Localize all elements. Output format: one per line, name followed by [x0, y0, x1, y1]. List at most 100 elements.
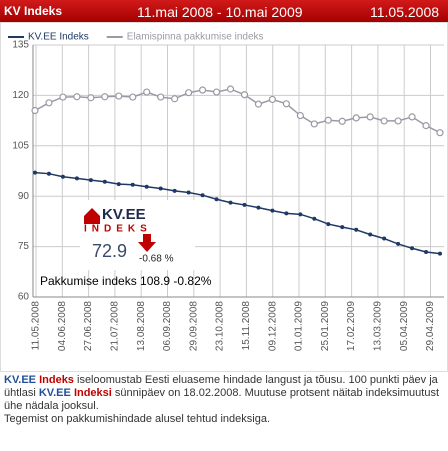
- point: [157, 93, 165, 101]
- point: [424, 249, 429, 254]
- point: [438, 251, 442, 256]
- chart: 60 75 90 105 120 135 11.05.2008 04.06.2008 27.06…: [0, 22, 448, 372]
- y-tick-label: 90: [18, 191, 30, 202]
- point: [129, 93, 137, 101]
- point: [368, 232, 373, 237]
- point: [87, 94, 95, 102]
- point: [240, 91, 249, 99]
- x-tick-label: 01.01.2009: [294, 301, 305, 351]
- point: [296, 111, 304, 120]
- x-tick-label: 17.02.2009: [346, 301, 357, 351]
- point: [312, 216, 317, 221]
- series-line: [34, 171, 441, 255]
- point: [130, 182, 135, 187]
- x-tick-label: 15.11.2008: [241, 301, 252, 351]
- point: [45, 99, 53, 107]
- point: [88, 178, 93, 183]
- brand-word: Indeks: [39, 374, 74, 386]
- logo-top: KV.EE: [102, 206, 146, 223]
- point: [254, 100, 263, 108]
- header: KV Indeks 11.mai 2008 - 10.mai 2009 11.0…: [0, 0, 448, 22]
- point: [143, 88, 151, 96]
- x-tick-label: 21.07.2008: [110, 301, 121, 351]
- point: [268, 95, 277, 104]
- point: [298, 212, 303, 217]
- x-tick-label: 05.04.2009: [399, 301, 410, 351]
- point: [185, 89, 193, 97]
- y-tick-label: 105: [12, 140, 29, 151]
- point: [186, 190, 191, 195]
- footer: KV.EE Indeks iseloomustab Eesti eluaseme…: [4, 374, 444, 426]
- point: [366, 113, 374, 121]
- point: [436, 129, 444, 137]
- header-title: KV Indeks: [4, 4, 63, 18]
- point: [73, 93, 81, 101]
- point: [354, 227, 359, 232]
- point: [410, 246, 415, 251]
- x-tick-label: 13.03.2009: [373, 301, 384, 351]
- y-tick-label: 60: [18, 292, 30, 303]
- point: [33, 170, 37, 175]
- x-tick-label: 23.10.2008: [215, 301, 226, 351]
- point: [31, 106, 39, 115]
- point: [116, 182, 121, 187]
- x-tick-label: 29.04.2009: [425, 301, 436, 351]
- brand: KV.EE: [4, 374, 37, 386]
- logo-bottom: INDEKS: [84, 224, 152, 235]
- point: [338, 117, 346, 125]
- x-tick-label: 06.09.2008: [162, 301, 173, 351]
- footer-text: iseloomustab Eesti eluaseme hindade lang…: [4, 374, 438, 399]
- x-tick-label: 27.06.2008: [83, 301, 94, 351]
- point: [172, 188, 177, 193]
- point: [101, 93, 109, 101]
- overlay-change: -0.68 %: [139, 254, 174, 265]
- point: [46, 171, 51, 176]
- point: [212, 88, 221, 96]
- legend-label: KV.EE Indeks: [28, 32, 89, 43]
- x-tick-label: 25.01.2009: [320, 301, 331, 351]
- footer-text: sünnipäev on 18.02.2008. Muutuse protsen…: [4, 387, 440, 412]
- point: [270, 208, 275, 213]
- point: [310, 120, 318, 128]
- header-range: 11.mai 2008 - 10.mai 2009: [137, 4, 303, 20]
- x-tick-label: 04.06.2008: [57, 301, 68, 351]
- point: [214, 197, 219, 202]
- overlay: KV.EE INDEKS 72.9 -0.68 % Pakkumise inde…: [40, 200, 212, 288]
- point: [171, 95, 179, 103]
- y-tick-label: 135: [12, 40, 29, 51]
- logo-house: [84, 208, 100, 224]
- point: [198, 86, 207, 94]
- x-tick-label: 29.09.2008: [188, 301, 199, 351]
- point: [352, 114, 360, 122]
- brand-word: Indeksi: [73, 387, 112, 399]
- overlay-caption: Pakkumise indeks 108.9 -0.82%: [40, 274, 212, 288]
- point: [324, 116, 332, 124]
- point: [226, 85, 235, 93]
- point: [284, 211, 289, 216]
- point: [382, 236, 387, 241]
- point: [60, 174, 65, 179]
- y-tick-label: 75: [18, 241, 30, 252]
- point: [144, 184, 149, 189]
- overlay-box: [80, 200, 195, 270]
- x-tick-label: 11.05.2008: [31, 301, 42, 351]
- point: [59, 93, 67, 101]
- point: [380, 117, 388, 125]
- point: [326, 222, 331, 227]
- point: [200, 193, 205, 198]
- point: [422, 122, 430, 130]
- x-tick-label: 13.08.2008: [136, 301, 147, 351]
- point: [394, 117, 402, 125]
- overlay-value: 72.9: [92, 241, 127, 261]
- point: [228, 200, 233, 205]
- point: [102, 179, 107, 184]
- footer-text: Tegemist on pakkumishindade alusel tehtu…: [4, 413, 270, 425]
- point: [158, 186, 163, 191]
- point: [74, 176, 79, 181]
- point: [340, 225, 345, 230]
- chart-frame: [0, 22, 448, 372]
- point: [396, 241, 401, 246]
- down-arrow: [138, 234, 156, 252]
- point: [256, 205, 261, 210]
